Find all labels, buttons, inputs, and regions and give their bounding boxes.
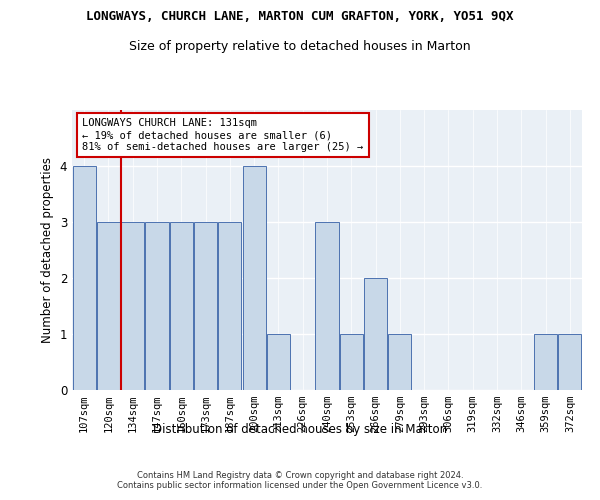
Text: LONGWAYS, CHURCH LANE, MARTON CUM GRAFTON, YORK, YO51 9QX: LONGWAYS, CHURCH LANE, MARTON CUM GRAFTO… <box>86 10 514 23</box>
Bar <box>340 334 363 390</box>
Bar <box>242 166 266 390</box>
Bar <box>534 334 557 390</box>
Bar <box>170 222 193 390</box>
Bar <box>97 222 120 390</box>
Bar <box>218 222 241 390</box>
Text: Size of property relative to detached houses in Marton: Size of property relative to detached ho… <box>129 40 471 53</box>
Bar <box>388 334 412 390</box>
Bar <box>145 222 169 390</box>
Bar <box>364 278 387 390</box>
Y-axis label: Number of detached properties: Number of detached properties <box>41 157 54 343</box>
Bar <box>121 222 144 390</box>
Text: Distribution of detached houses by size in Marton: Distribution of detached houses by size … <box>153 422 447 436</box>
Bar <box>267 334 290 390</box>
Bar <box>73 166 95 390</box>
Text: LONGWAYS CHURCH LANE: 131sqm
← 19% of detached houses are smaller (6)
81% of sem: LONGWAYS CHURCH LANE: 131sqm ← 19% of de… <box>82 118 364 152</box>
Bar <box>194 222 217 390</box>
Bar <box>559 334 581 390</box>
Bar <box>316 222 338 390</box>
Text: Contains HM Land Registry data © Crown copyright and database right 2024.
Contai: Contains HM Land Registry data © Crown c… <box>118 470 482 490</box>
